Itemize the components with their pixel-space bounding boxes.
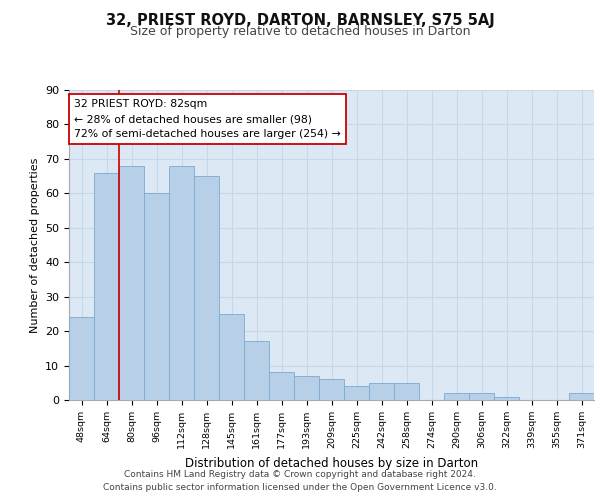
Bar xyxy=(569,393,594,400)
Bar xyxy=(319,380,344,400)
Bar xyxy=(194,176,219,400)
Text: Size of property relative to detached houses in Darton: Size of property relative to detached ho… xyxy=(130,25,470,38)
Bar xyxy=(344,386,369,400)
Text: Contains HM Land Registry data © Crown copyright and database right 2024.
Contai: Contains HM Land Registry data © Crown c… xyxy=(103,470,497,492)
Bar xyxy=(244,342,269,400)
Bar xyxy=(144,194,169,400)
Bar xyxy=(69,318,94,400)
Bar xyxy=(444,393,469,400)
Bar xyxy=(169,166,194,400)
Bar xyxy=(394,383,419,400)
Y-axis label: Number of detached properties: Number of detached properties xyxy=(29,158,40,332)
Bar xyxy=(119,166,144,400)
Bar xyxy=(294,376,319,400)
Bar xyxy=(94,172,119,400)
Text: 32, PRIEST ROYD, DARTON, BARNSLEY, S75 5AJ: 32, PRIEST ROYD, DARTON, BARNSLEY, S75 5… xyxy=(106,12,494,28)
Bar xyxy=(219,314,244,400)
Text: 32 PRIEST ROYD: 82sqm
← 28% of detached houses are smaller (98)
72% of semi-deta: 32 PRIEST ROYD: 82sqm ← 28% of detached … xyxy=(74,100,341,139)
Bar xyxy=(269,372,294,400)
Bar xyxy=(369,383,394,400)
Bar xyxy=(494,396,519,400)
Bar xyxy=(469,393,494,400)
X-axis label: Distribution of detached houses by size in Darton: Distribution of detached houses by size … xyxy=(185,456,478,469)
